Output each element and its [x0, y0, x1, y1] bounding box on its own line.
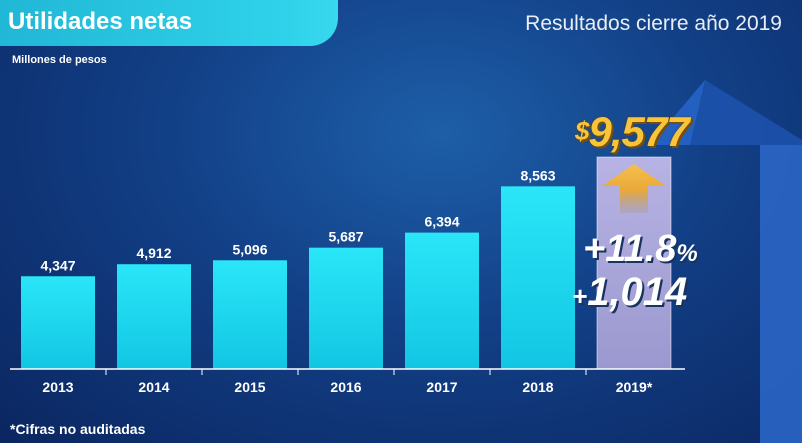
growth-percent-value: +11.8	[583, 228, 677, 270]
page-title: Utilidades netas	[8, 8, 193, 35]
up-arrow-icon	[602, 164, 666, 213]
tick-label-2014: 2014	[138, 379, 169, 395]
footnote: *Cifras no auditadas	[10, 421, 146, 437]
growth-absolute-sign: +	[572, 281, 588, 311]
data-label-2015: 5,096	[232, 241, 267, 257]
highlight-total-value: 9,577	[588, 108, 689, 155]
data-label-2016: 5,687	[328, 229, 363, 245]
tick-label-2018: 2018	[522, 379, 553, 395]
growth-absolute-value: 1,014	[587, 270, 688, 314]
data-label-2017: 6,394	[424, 214, 459, 230]
growth-absolute: +1,014	[572, 270, 687, 315]
tick-label-2013: 2013	[42, 379, 73, 395]
bar-2015	[213, 260, 287, 369]
growth-percent: +11.8%	[583, 228, 698, 271]
bar-2018	[501, 186, 575, 369]
tick-label-2017: 2017	[426, 379, 457, 395]
tick-label-2015: 2015	[234, 379, 265, 395]
x-ticks-layer: 2013 2014 2015 2016 2017 2018 2019*	[42, 369, 653, 395]
header-results-label: Resultados cierre año 2019	[525, 12, 782, 35]
tick-label-2016: 2016	[330, 379, 361, 395]
title-tab	[0, 0, 338, 46]
highlight-currency: $	[575, 116, 590, 146]
y-unit-label: Millones de pesos	[12, 54, 107, 66]
tick-label-2019*: 2019*	[616, 379, 653, 395]
highlight-total: $9,577	[575, 108, 690, 156]
bar-2017	[405, 232, 479, 369]
data-label-2014: 4,912	[136, 245, 171, 261]
bars-layer: 4,347 4,912 5,096 5,687 6,394 8,563	[21, 156, 672, 370]
data-label-2013: 4,347	[40, 257, 75, 273]
bar-2016	[309, 247, 383, 369]
bar-2014	[117, 264, 191, 369]
growth-percent-sign: %	[676, 240, 698, 267]
background-arrow-icon	[650, 80, 802, 443]
bar-2013	[21, 276, 95, 369]
data-label-2018: 8,563	[520, 167, 555, 183]
